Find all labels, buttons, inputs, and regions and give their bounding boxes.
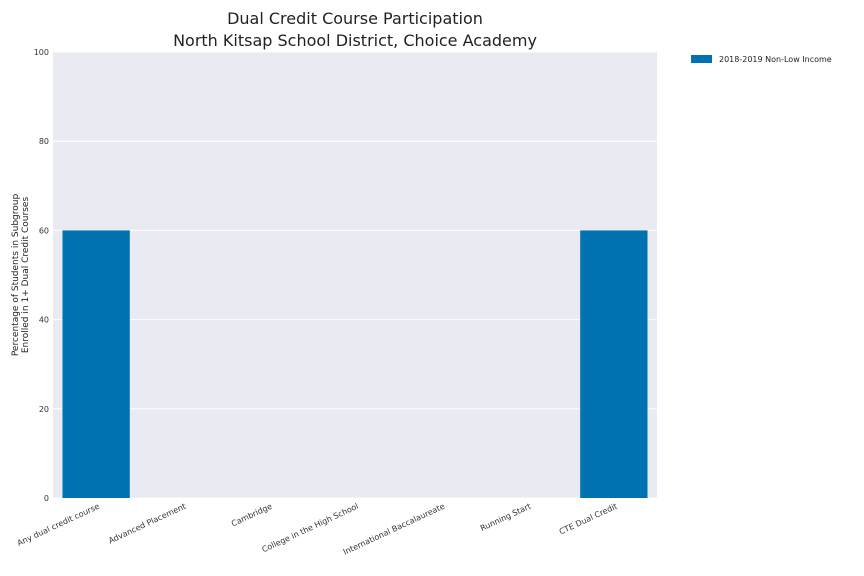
chart-title-line-2: North Kitsap School District, Choice Aca… bbox=[173, 31, 537, 50]
bar bbox=[580, 230, 648, 498]
y-tick-label: 80 bbox=[39, 137, 49, 146]
y-tick-label: 20 bbox=[39, 405, 49, 414]
x-tick-label: Any dual credit course bbox=[16, 502, 101, 548]
x-tick-label: Running Start bbox=[479, 502, 533, 533]
x-tick-label: CTE Dual Credit bbox=[558, 502, 619, 537]
x-tick-label: Advanced Placement bbox=[107, 502, 187, 546]
y-tick-label: 0 bbox=[44, 494, 49, 503]
y-axis-label: Percentage of Students in Subgroup Enrol… bbox=[11, 194, 31, 357]
grid-lines bbox=[53, 51, 657, 499]
legend-swatch bbox=[691, 55, 712, 63]
x-axis-ticks: Any dual credit course Advanced Placement… bbox=[16, 502, 619, 557]
chart-title: Dual Credit Course Participation North K… bbox=[173, 9, 537, 50]
y-axis-label-line-1: Percentage of Students in Subgroup bbox=[11, 194, 21, 357]
y-tick-label: 40 bbox=[39, 316, 49, 325]
y-tick-label: 60 bbox=[39, 226, 49, 235]
bar bbox=[62, 230, 130, 498]
y-axis-ticks: 0 20 40 60 80 100 bbox=[34, 48, 49, 503]
y-axis-label-line-2: Enrolled in 1+ Dual Credit Courses bbox=[21, 197, 31, 354]
x-tick-label: Cambridge bbox=[230, 502, 274, 529]
y-tick-label: 100 bbox=[34, 48, 49, 57]
bars bbox=[62, 230, 648, 498]
legend: 2018-2019 Non-Low Income bbox=[691, 55, 832, 64]
legend-label: 2018-2019 Non-Low Income bbox=[719, 55, 832, 64]
plot-area bbox=[53, 52, 657, 498]
chart-title-line-1: Dual Credit Course Participation bbox=[227, 9, 483, 28]
